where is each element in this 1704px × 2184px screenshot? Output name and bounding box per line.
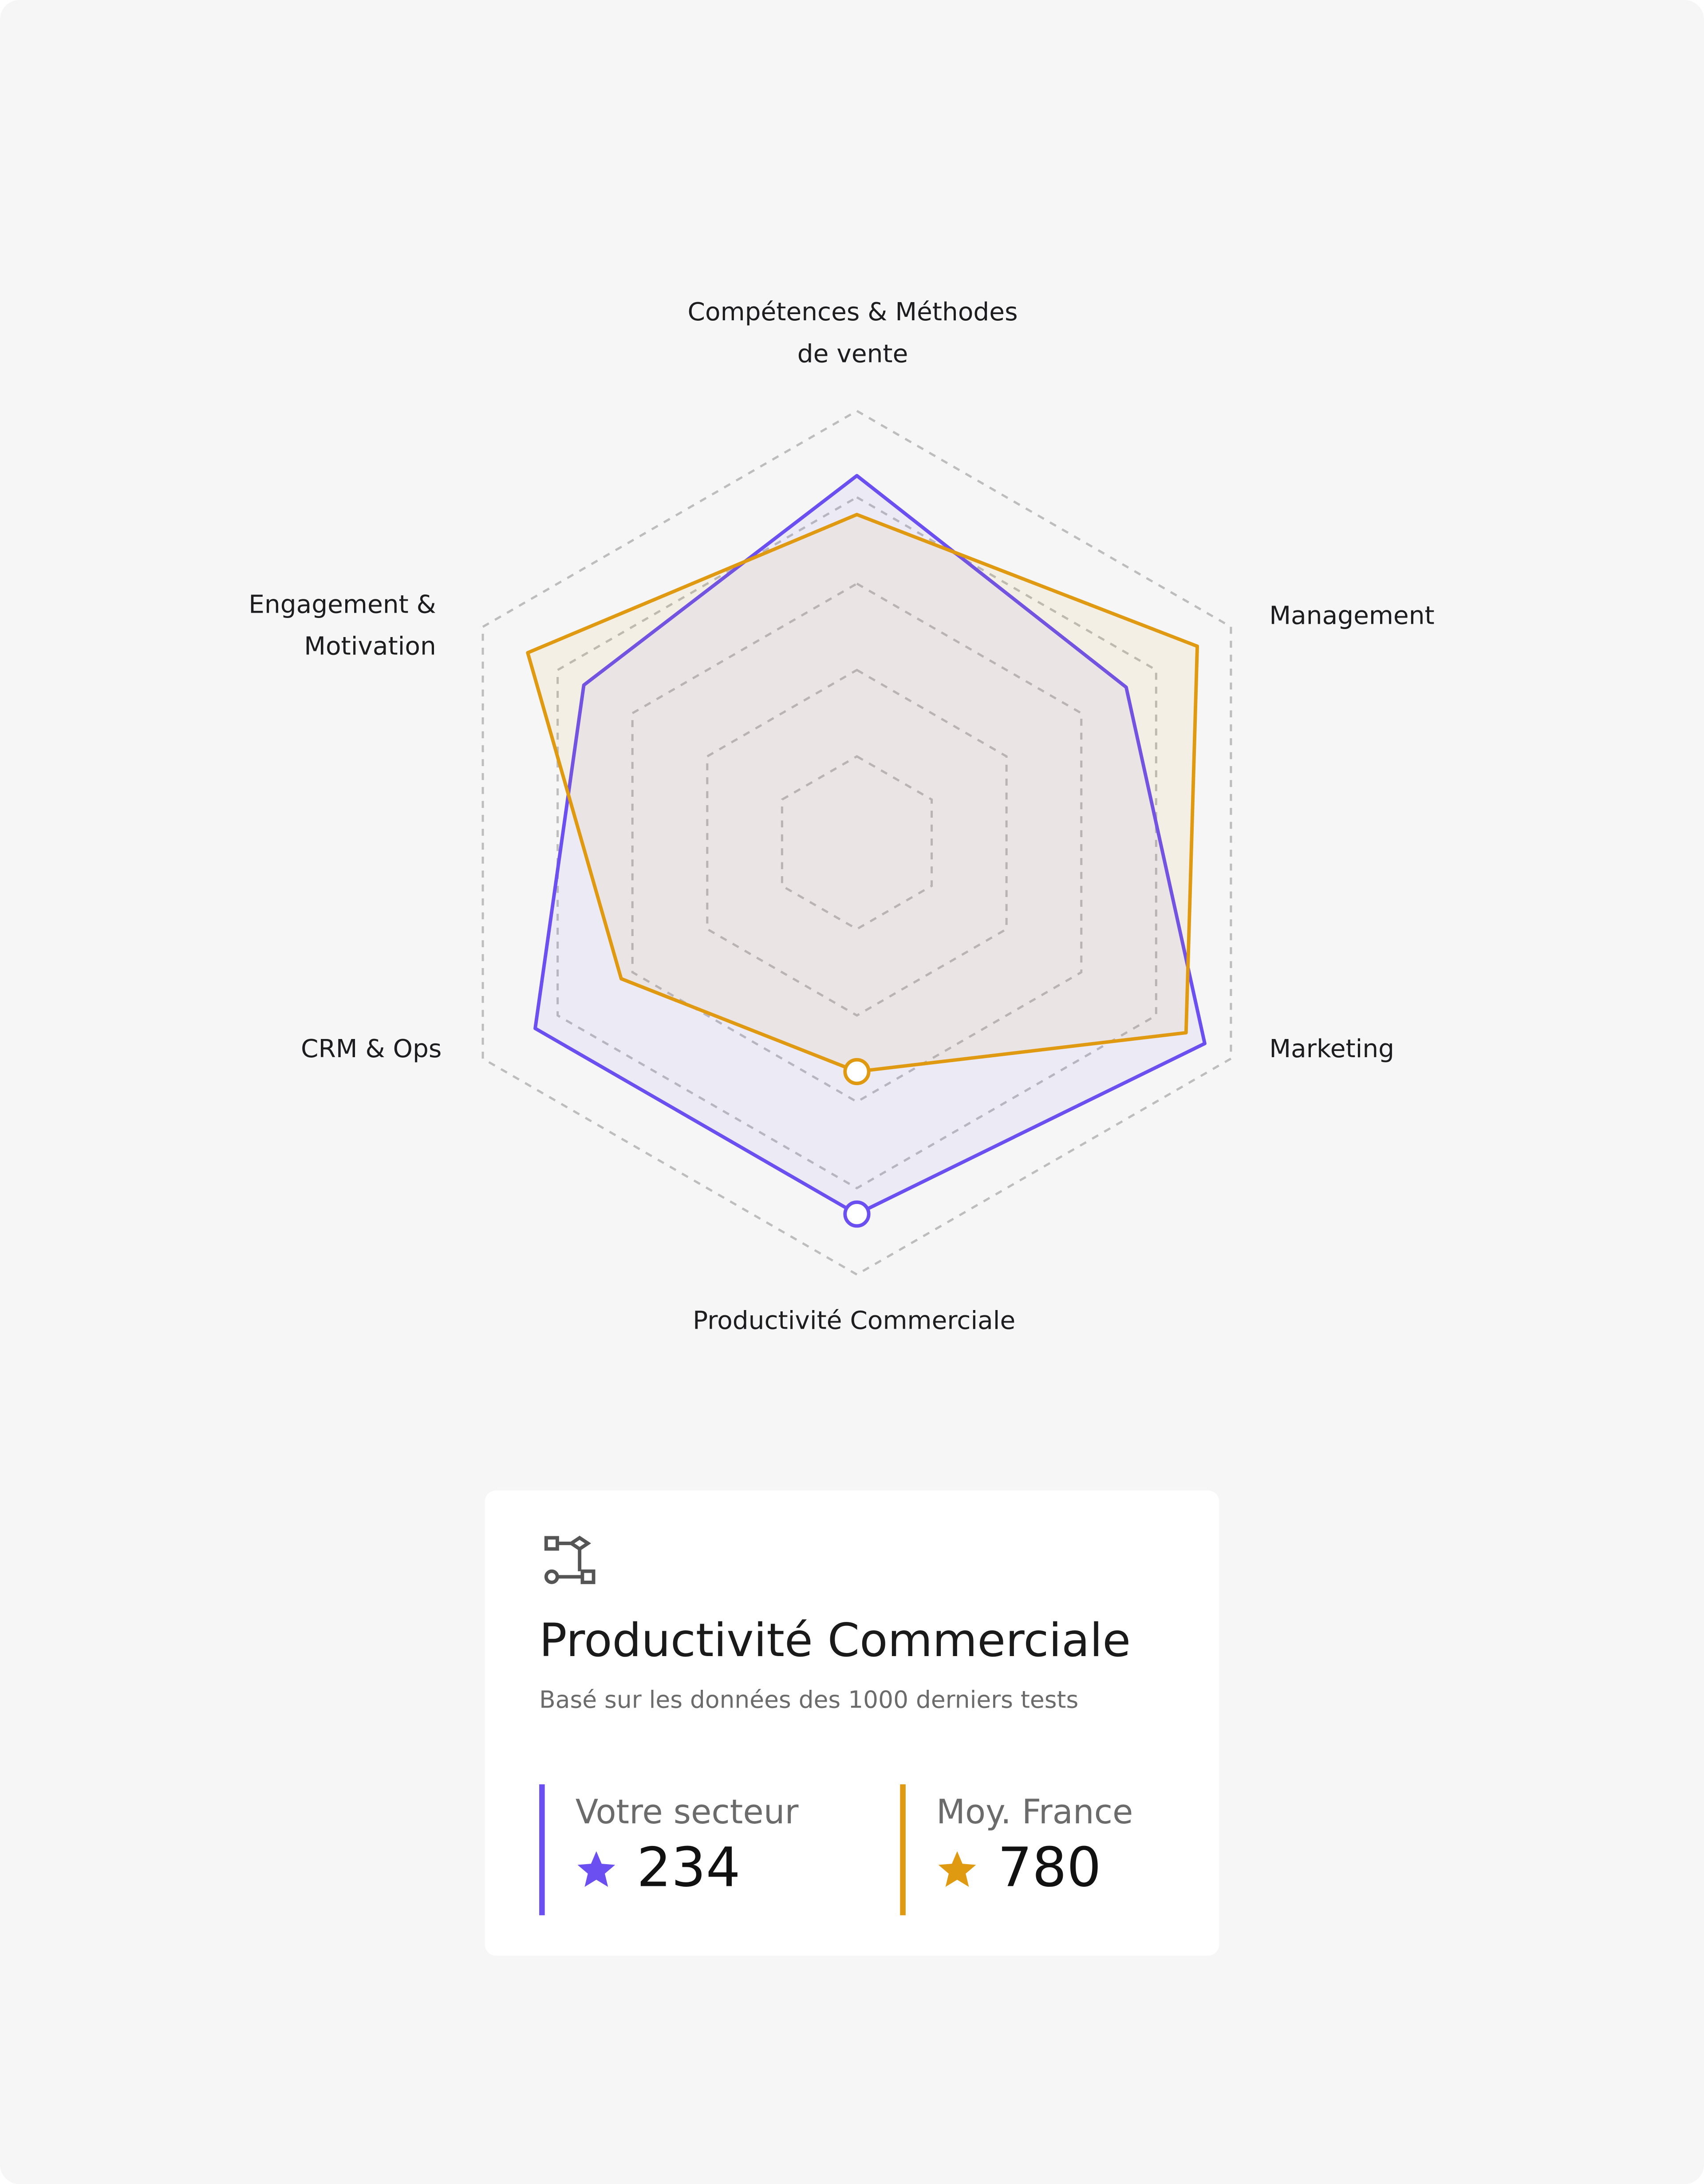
- star-icon: [938, 1850, 976, 1886]
- card-title: Productivité Commerciale: [539, 1613, 1131, 1668]
- axis-label: Marketing: [1269, 1035, 1395, 1064]
- highlight-point: [843, 1200, 871, 1228]
- icon: [544, 1535, 596, 1584]
- grid-ring: [781, 755, 933, 931]
- grid-ring: [481, 409, 1232, 1276]
- stat-value-row: 780: [936, 1837, 1133, 1900]
- highlight-point: [843, 1058, 871, 1086]
- stat-value: 780: [998, 1837, 1101, 1900]
- stat: Votre secteur 234: [539, 1784, 799, 1916]
- axis-label: CRM & Ops: [301, 1035, 442, 1064]
- stat-value-row: 234: [576, 1837, 799, 1900]
- axis-label: Management: [1269, 602, 1435, 631]
- grid-ring: [556, 496, 1157, 1190]
- card-subtitle: Basé sur les données des 1000 derniers t…: [539, 1687, 1079, 1715]
- stat-name: Moy. France: [936, 1792, 1133, 1832]
- stat-value: 234: [636, 1837, 741, 1900]
- stat: Moy. France 780: [900, 1784, 1133, 1916]
- axis-label: Productivité Commerciale: [693, 1306, 1016, 1336]
- stat-name: Votre secteur: [575, 1792, 799, 1832]
- axis-label: Engagement & Motivation: [248, 590, 436, 662]
- star-icon: [577, 1850, 615, 1886]
- axis-label: Compétences & Méthodes de vente: [687, 298, 1018, 370]
- info-card: Productivité Commerciale Basé sur les do…: [485, 1490, 1219, 1956]
- grid-ring: [631, 582, 1083, 1103]
